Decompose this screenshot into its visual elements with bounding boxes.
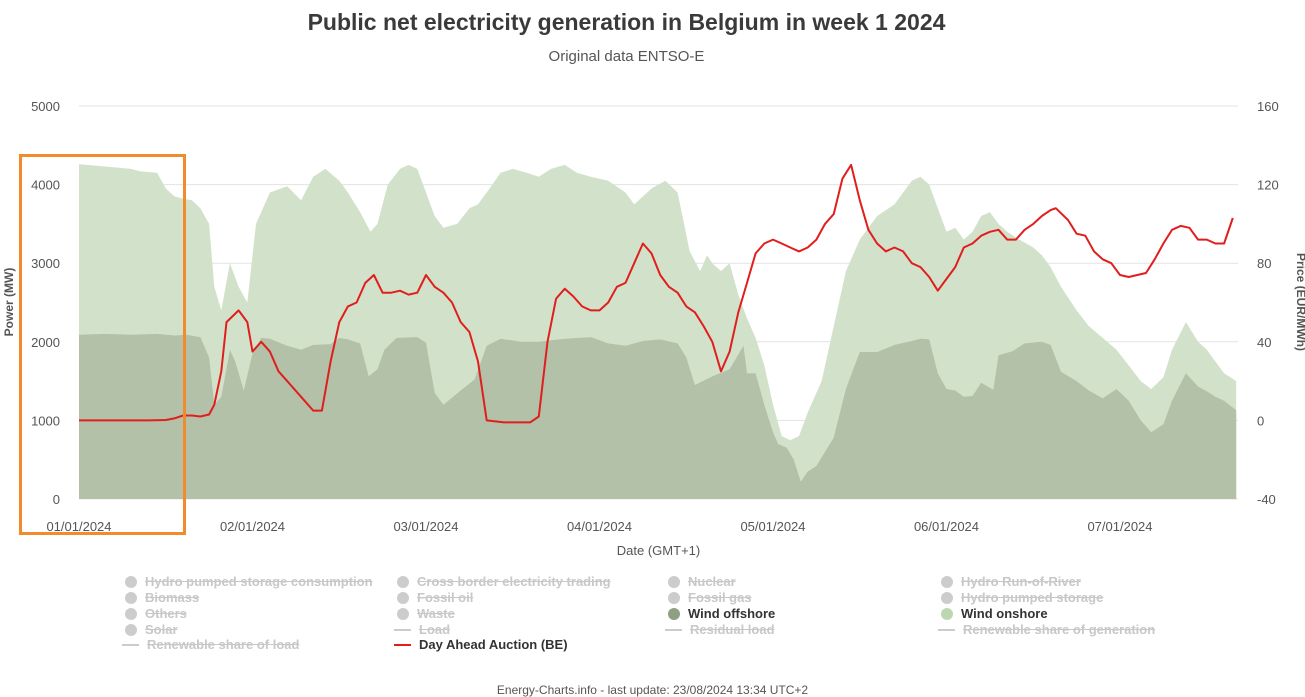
legend-item-label: Hydro pumped storage consumption xyxy=(145,574,373,589)
legend-item-label: Fossil oil xyxy=(417,590,474,605)
y-left-tick-label: 3000 xyxy=(31,256,60,271)
legend-dot-icon xyxy=(668,607,680,620)
legend-item-label: Nuclear xyxy=(688,574,736,589)
legend-item-label: Fossil gas xyxy=(688,590,752,605)
x-tick-label: 02/01/2024 xyxy=(220,519,285,534)
legend-dot-icon xyxy=(125,575,137,588)
x-tick-label: 05/01/2024 xyxy=(740,519,805,534)
legend-item-hydro-run-of-river[interactable]: Hydro Run-of-River xyxy=(941,574,1081,589)
legend-item-label: Waste xyxy=(417,606,455,621)
legend-line-icon xyxy=(394,643,411,646)
series-wind-offshore-area xyxy=(79,333,1237,499)
y-left-tick-label: 1000 xyxy=(31,413,60,428)
legend-dot-icon xyxy=(941,591,953,604)
x-tick-label: 03/01/2024 xyxy=(393,519,458,534)
legend-item-renewable-share-of-load[interactable]: Renewable share of load xyxy=(122,637,299,652)
x-axis-label: Date (GMT+1) xyxy=(617,543,700,558)
series-day-ahead-price-line xyxy=(79,163,1234,424)
legend-item-label: Wind offshore xyxy=(688,606,776,621)
x-tick-label: 07/01/2024 xyxy=(1087,519,1152,534)
legend-dot-icon xyxy=(125,623,137,636)
legend-dot-icon xyxy=(668,591,680,604)
legend-item-label: Load xyxy=(419,622,451,637)
legend-item-label: Hydro Run-of-River xyxy=(961,574,1081,589)
legend-item-waste[interactable]: Waste xyxy=(397,606,455,621)
y-right-tick-label: -40 xyxy=(1257,492,1276,507)
legend-dot-icon xyxy=(125,591,137,604)
legend-item-day-ahead-auction-be[interactable]: Day Ahead Auction (BE) xyxy=(394,637,568,652)
legend-item-hydro-pumped-storage-consumption[interactable]: Hydro pumped storage consumption xyxy=(125,574,373,589)
legend-item-solar[interactable]: Solar xyxy=(125,622,178,637)
legend-item-label: Solar xyxy=(145,622,178,637)
legend-item-hydro-pumped-storage[interactable]: Hydro pumped storage xyxy=(941,590,1103,605)
legend-item-label: Wind onshore xyxy=(961,606,1048,621)
y-right-tick-label: 160 xyxy=(1257,99,1279,114)
legend-item-cross-border-electricity-trading[interactable]: Cross border electricity trading xyxy=(397,574,611,589)
legend-item-biomass[interactable]: Biomass xyxy=(125,590,199,605)
y-right-tick-label: 80 xyxy=(1257,256,1271,271)
y-right-tick-label: 40 xyxy=(1257,335,1271,350)
x-tick-label: 04/01/2024 xyxy=(567,519,632,534)
chart-title: Public net electricity generation in Bel… xyxy=(307,9,946,35)
y-left-tick-label: 2000 xyxy=(31,335,60,350)
y-left-tick-label: 4000 xyxy=(31,178,60,193)
legend-line-icon xyxy=(122,643,139,646)
legend-dot-icon xyxy=(397,591,409,604)
legend-item-label: Day Ahead Auction (BE) xyxy=(419,637,568,652)
legend-dot-icon xyxy=(397,575,409,588)
chart-subtitle: Original data ENTSO-E xyxy=(548,48,705,65)
legend-item-load[interactable]: Load xyxy=(394,622,450,637)
legend-dot-icon xyxy=(941,607,953,620)
legend-dot-icon xyxy=(668,575,680,588)
legend-item-label: Others xyxy=(145,606,187,621)
legend-item-residual-load[interactable]: Residual load xyxy=(665,622,775,637)
legend-dot-icon xyxy=(941,575,953,588)
legend-item-label: Renewable share of generation xyxy=(963,622,1156,637)
legend-item-label: Residual load xyxy=(690,622,775,637)
legend-item-wind-offshore[interactable]: Wind offshore xyxy=(668,606,775,621)
legend-item-label: Hydro pumped storage xyxy=(961,590,1104,605)
legend-dot-icon xyxy=(125,607,137,620)
y-left-tick-label: 5000 xyxy=(31,99,60,114)
y-left-tick-label: 0 xyxy=(53,492,60,507)
footer-credit: Energy-Charts.info - last update: 23/08/… xyxy=(496,683,809,697)
x-tick-label: 06/01/2024 xyxy=(914,519,979,534)
legend-item-others[interactable]: Others xyxy=(125,606,187,621)
legend-line-icon xyxy=(394,628,411,631)
legend-item-renewable-share-of-generation[interactable]: Renewable share of generation xyxy=(938,622,1155,637)
legend-item-wind-onshore[interactable]: Wind onshore xyxy=(941,606,1048,621)
legend-dot-icon xyxy=(397,607,409,620)
y-right-tick-label: 0 xyxy=(1257,413,1264,428)
legend-item-fossil-oil[interactable]: Fossil oil xyxy=(397,590,473,605)
y-left-axis-label: Power (MW) xyxy=(2,268,16,337)
legend-line-icon xyxy=(665,628,682,631)
legend-item-label: Biomass xyxy=(145,590,200,605)
legend-item-nuclear[interactable]: Nuclear xyxy=(668,574,736,589)
chart-canvas: 0 1000 2000 3000 4000 5000 -40 0 40 80 120 160 01/01… xyxy=(2,99,1305,558)
y-right-axis-label: Price (EUR/MWh) xyxy=(1294,253,1305,351)
x-tick-label: 01/01/2024 xyxy=(46,519,111,534)
legend-item-label: Cross border electricity trading xyxy=(417,574,611,589)
legend-item-fossil-gas[interactable]: Fossil gas xyxy=(668,590,752,605)
legend-line-icon xyxy=(938,628,955,631)
y-right-tick-label: 120 xyxy=(1257,178,1279,193)
legend-item-label: Renewable share of load xyxy=(147,637,300,652)
